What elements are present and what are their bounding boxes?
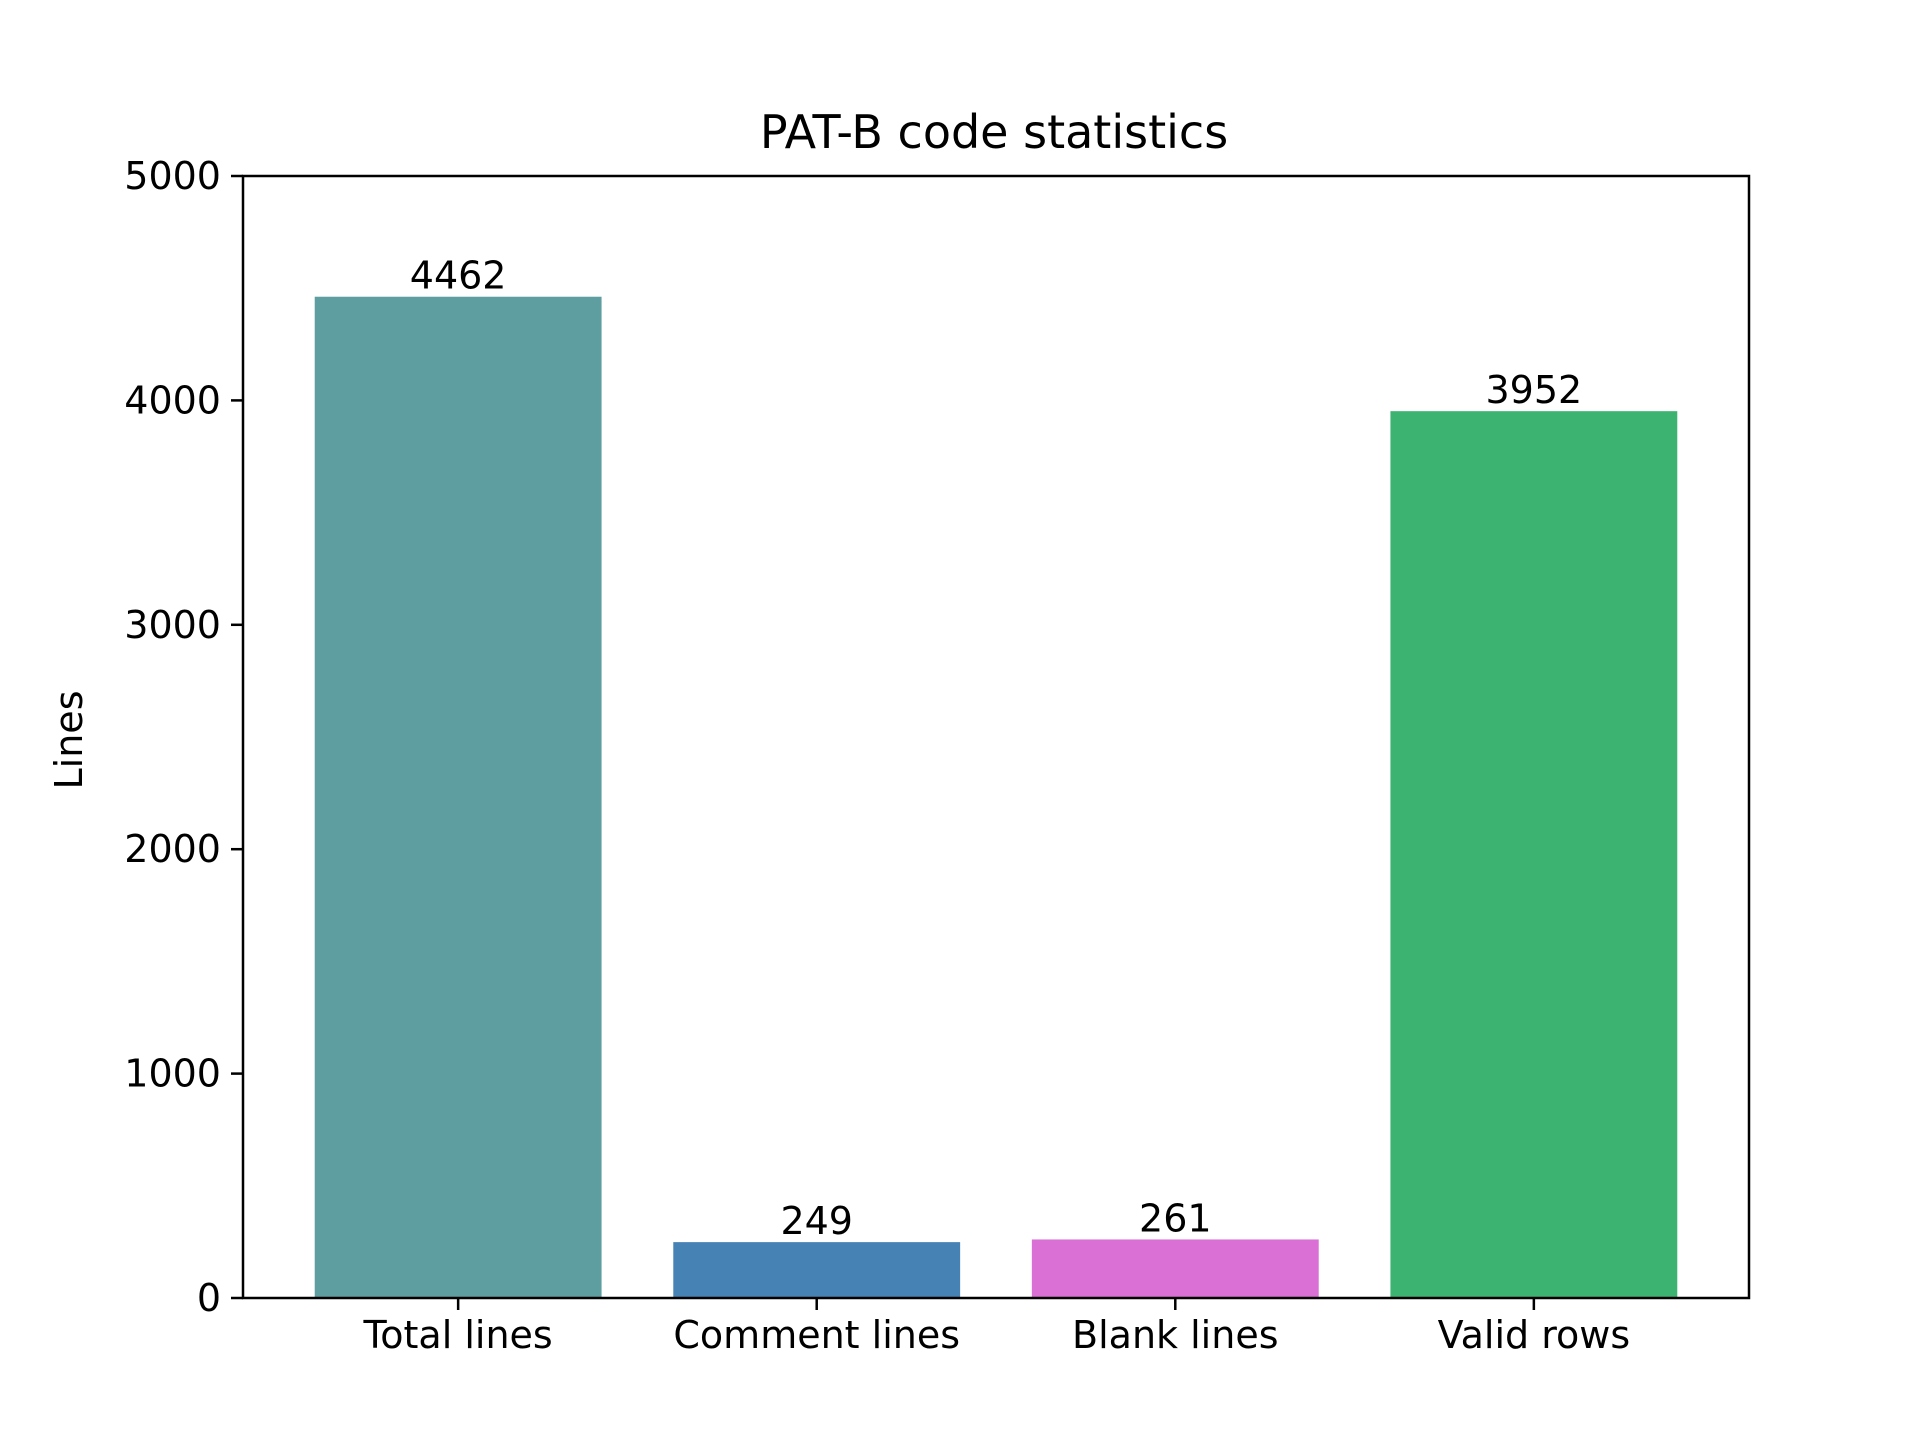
x-tick-label-valid-rows: Valid rows: [1438, 1313, 1631, 1357]
y-tick-label-5000: 5000: [124, 154, 221, 198]
plot-area-frame: [241, 174, 1751, 1300]
data-label-valid-rows: 3952: [1485, 368, 1582, 412]
y-tick-label-2000: 2000: [124, 827, 221, 871]
x-axis-ticks: Total lines Comment lines Blank lines Valid…: [363, 1298, 1631, 1357]
chart-title: PAT-B code statistics: [760, 105, 1228, 159]
bar-comment-lines: [673, 1242, 961, 1298]
y-tick-label-0: 0: [197, 1276, 221, 1320]
y-axis-ticks: 0 1000 2000 3000 4000 5000: [124, 154, 243, 1320]
x-tick-label-total-lines: Total lines: [363, 1313, 553, 1357]
x-tick-label-blank-lines: Blank lines: [1072, 1313, 1278, 1357]
bar-blank-lines: [1031, 1239, 1319, 1298]
x-tick-label-comment-lines: Comment lines: [673, 1313, 960, 1357]
bar-total-lines: [314, 296, 602, 1299]
y-tick-label-1000: 1000: [124, 1052, 221, 1096]
bars-group: 4462 249 261 3952: [314, 254, 1678, 1299]
bar-valid-rows: [1390, 411, 1678, 1298]
y-tick-label-3000: 3000: [124, 603, 221, 647]
data-label-total-lines: 4462: [410, 254, 507, 298]
data-label-comment-lines: 249: [780, 1199, 853, 1243]
y-axis-label: Lines: [47, 691, 91, 790]
data-label-blank-lines: 261: [1139, 1196, 1212, 1240]
y-tick-label-4000: 4000: [124, 378, 221, 422]
